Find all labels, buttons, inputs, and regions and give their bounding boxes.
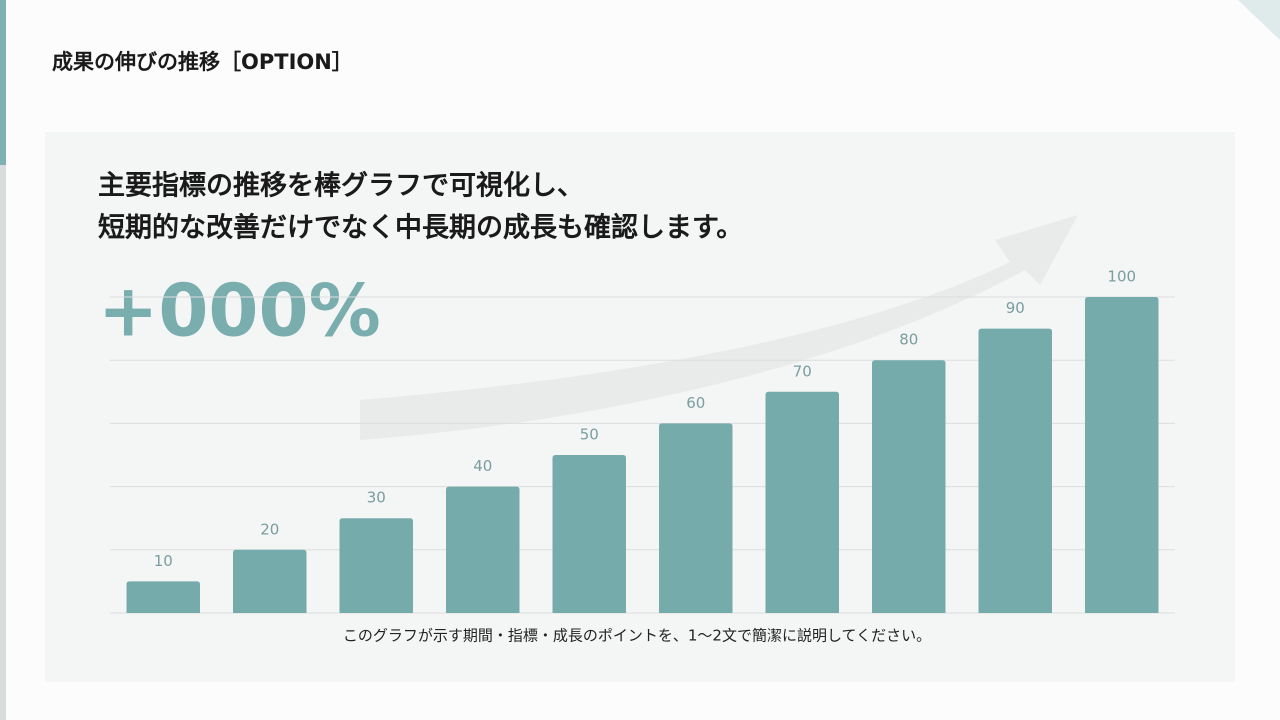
value-label: 10 xyxy=(154,552,173,570)
value-label: 100 xyxy=(1107,268,1136,286)
slide-title: 成果の伸びの推移［OPTION］ xyxy=(52,50,353,74)
accent-bar-lower xyxy=(0,165,6,720)
bar xyxy=(1085,297,1159,613)
value-label: 90 xyxy=(1006,299,1025,317)
bar xyxy=(552,455,626,613)
value-label: 50 xyxy=(580,426,599,444)
bar xyxy=(765,391,839,613)
heading-line: 主要指標の推移を棒グラフで可視化し、 xyxy=(98,170,584,202)
bar xyxy=(978,328,1052,613)
highlight-number: +000% xyxy=(98,269,381,353)
value-label: 60 xyxy=(686,394,705,412)
chart: 10 20 30 40 50 60 70 80 90 100 xyxy=(110,268,1175,614)
growth-arrow xyxy=(360,215,1078,440)
value-label: 40 xyxy=(473,457,492,475)
bar xyxy=(126,581,200,613)
corner-decoration xyxy=(1238,0,1280,40)
bar xyxy=(872,360,946,613)
value-label: 30 xyxy=(367,489,386,507)
bar xyxy=(659,423,733,613)
bar xyxy=(339,518,413,613)
accent-bar xyxy=(0,0,6,165)
heading-line: 短期的な改善だけでなく中長期の成長も確認します。 xyxy=(98,212,743,244)
value-label: 70 xyxy=(793,362,812,380)
value-label: 80 xyxy=(899,331,918,349)
caption: このグラフが示す期間・指標・成長のポイントを、1〜2文で簡潔に説明してください。 xyxy=(343,627,931,645)
bar xyxy=(233,549,307,613)
bar xyxy=(446,486,520,613)
value-label: 20 xyxy=(260,520,279,538)
